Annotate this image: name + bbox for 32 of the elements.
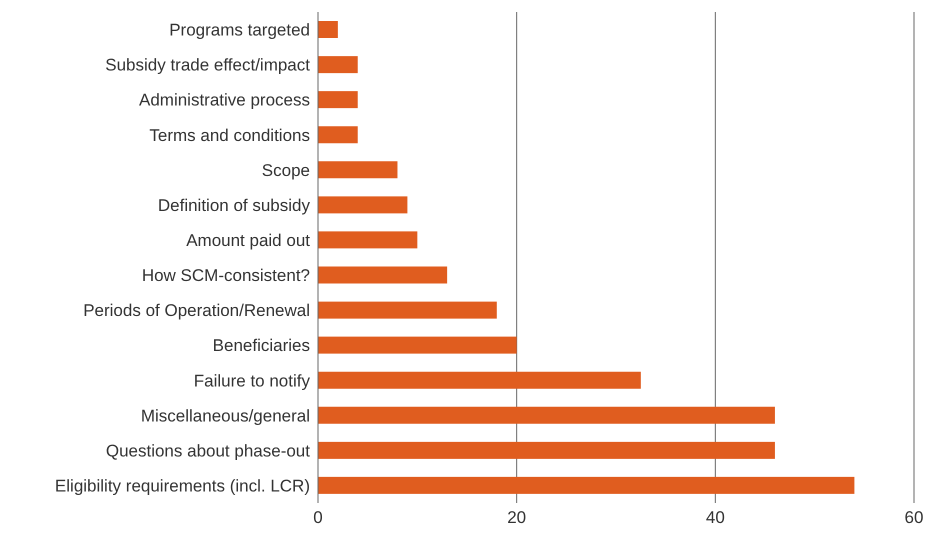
y-tick-label: How SCM-consistent?	[142, 266, 310, 286]
y-tick-label: Amount paid out	[186, 231, 310, 250]
y-tick-label: Terms and conditions	[149, 126, 310, 145]
y-tick-label: Definition of subsidy	[158, 196, 310, 215]
y-tick-label: Subsidy trade effect/impact	[105, 56, 310, 75]
y-tick-label: Questions about phase-out	[106, 441, 310, 460]
y-tick-label: Miscellaneous/general	[140, 406, 310, 426]
bar	[318, 336, 517, 354]
bar	[318, 372, 641, 389]
y-tick-label: Beneficiaries	[212, 336, 310, 356]
bar	[318, 302, 497, 319]
bar	[318, 476, 854, 494]
bar	[318, 126, 358, 144]
bar	[318, 91, 358, 108]
y-tick-label: Eligibility requirements (incl. LCR)	[54, 476, 310, 496]
bar	[318, 56, 358, 74]
bar	[318, 21, 338, 38]
y-tick-label: Scope	[262, 160, 310, 180]
y-tick-label: Programs targeted	[169, 20, 310, 40]
y-tick-label: Failure to notify	[194, 371, 310, 390]
x-tick-label: 40	[706, 508, 725, 528]
y-tick-label: Administrative process	[138, 90, 310, 110]
bar	[318, 161, 398, 178]
x-tick-label: 60	[904, 508, 924, 528]
bar	[318, 442, 775, 459]
bar	[318, 231, 418, 248]
y-tick-label: Periods of Operation/Renewal	[83, 301, 310, 320]
bar	[318, 406, 775, 424]
x-tick-label: 0	[313, 508, 323, 528]
bar	[318, 266, 448, 284]
x-tick-label: 20	[507, 508, 526, 528]
bar	[318, 196, 408, 214]
